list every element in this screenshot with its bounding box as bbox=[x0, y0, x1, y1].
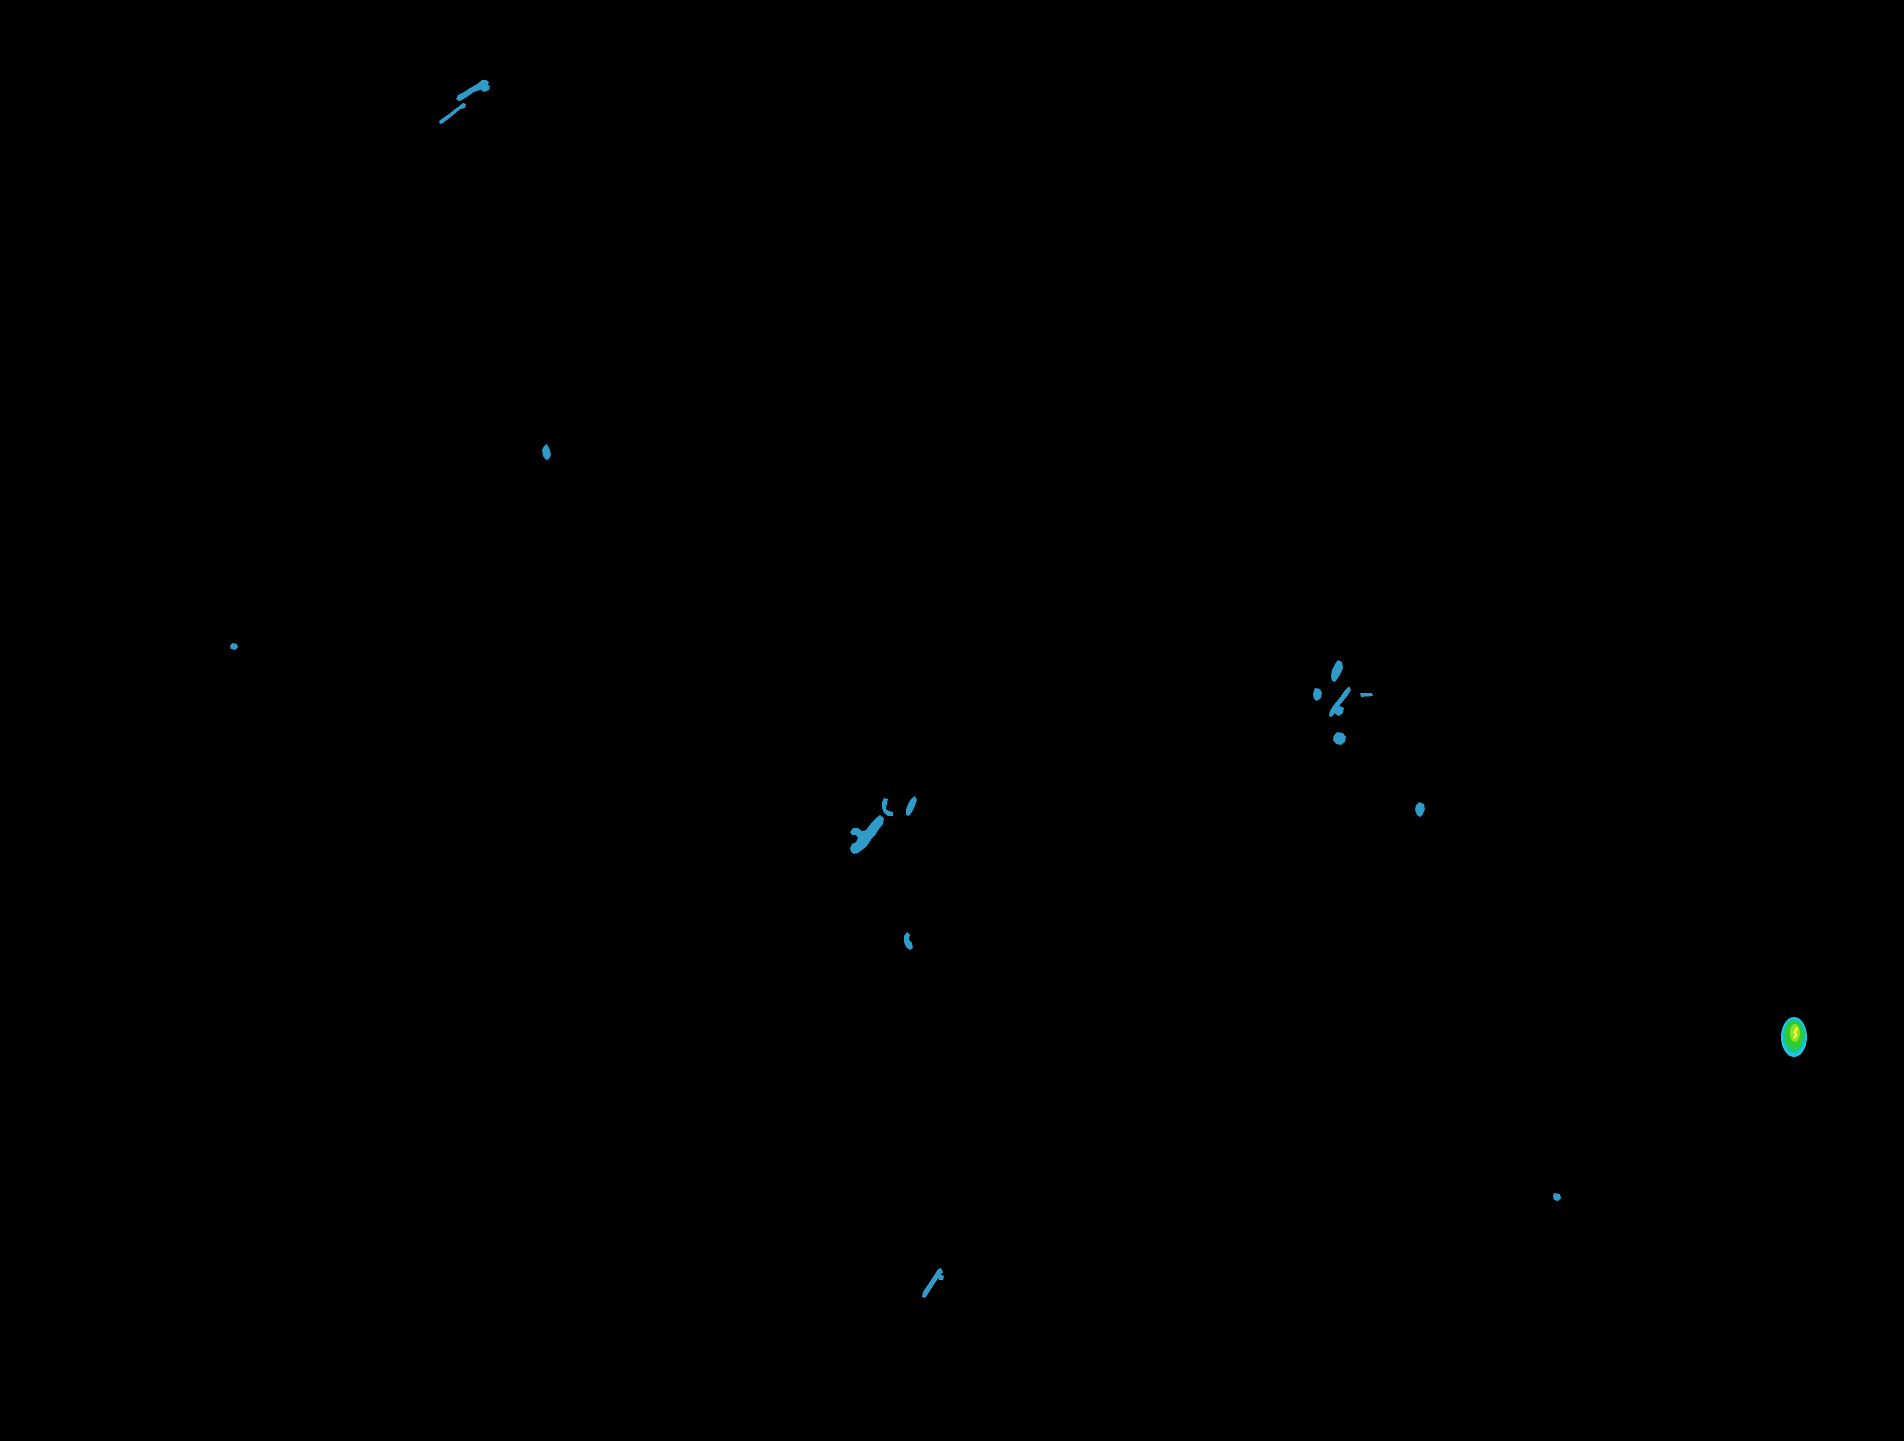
island-polygon bbox=[922, 1268, 943, 1298]
island-east-outlier-islet[interactable] bbox=[1415, 802, 1425, 817]
island-northeast-cluster-north[interactable] bbox=[1331, 660, 1343, 682]
island-northwest-twin-ridge[interactable] bbox=[439, 80, 490, 124]
island-polygon bbox=[542, 444, 551, 460]
island-central-main-island[interactable] bbox=[850, 815, 884, 854]
island-polygon bbox=[1335, 706, 1344, 716]
island-polygon bbox=[1331, 660, 1343, 682]
island-polygon bbox=[882, 798, 893, 816]
island-far-west-speck[interactable] bbox=[230, 643, 238, 650]
island-northeast-cluster-ridge[interactable] bbox=[1329, 686, 1351, 717]
island-polygon bbox=[1329, 686, 1351, 717]
island-polygon bbox=[938, 1275, 944, 1280]
island-polygon bbox=[1333, 732, 1346, 745]
density-hotspot-island[interactable] bbox=[1781, 1017, 1807, 1057]
island-polygon bbox=[1313, 688, 1322, 701]
island-south-diagonal-strip[interactable] bbox=[922, 1268, 944, 1298]
island-polygon bbox=[459, 103, 466, 109]
island-polygon bbox=[1415, 802, 1425, 817]
island-polygon bbox=[1553, 1193, 1561, 1201]
island-central-east-sliver[interactable] bbox=[906, 796, 917, 816]
island-northeast-cluster-dash[interactable] bbox=[1360, 693, 1373, 697]
island-south-central-islet[interactable] bbox=[904, 932, 913, 950]
island-polygon bbox=[456, 80, 489, 101]
hotspot-ring-peak bbox=[1793, 1027, 1798, 1039]
island-polygon bbox=[1360, 693, 1373, 697]
land-polygons-group bbox=[230, 80, 1807, 1298]
island-polygon bbox=[230, 643, 238, 650]
island-northeast-cluster-west[interactable] bbox=[1313, 688, 1322, 701]
island-polygon bbox=[481, 84, 490, 92]
island-southeast-speck[interactable] bbox=[1553, 1193, 1561, 1201]
island-polygon bbox=[904, 932, 913, 950]
island-central-hook-islet[interactable] bbox=[882, 798, 893, 816]
island-polygon bbox=[858, 836, 866, 846]
island-north-central-islet[interactable] bbox=[542, 444, 551, 460]
island-northeast-cluster-south[interactable] bbox=[1333, 732, 1346, 745]
island-polygon bbox=[439, 105, 463, 124]
island-polygon bbox=[906, 796, 917, 816]
